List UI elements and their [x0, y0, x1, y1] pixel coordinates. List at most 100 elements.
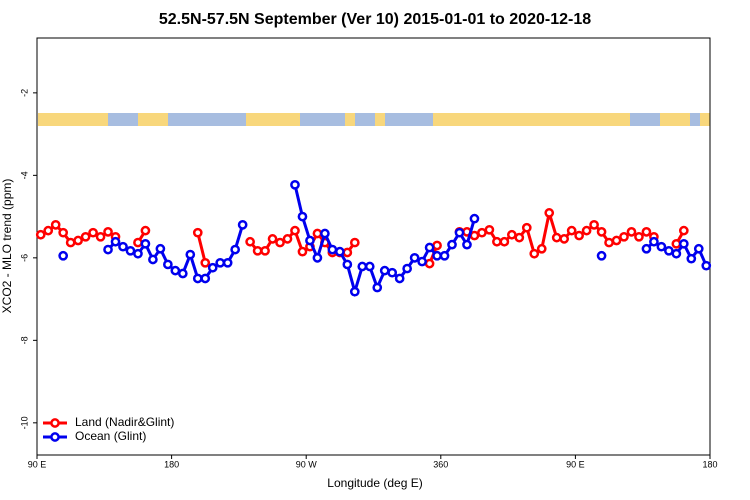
legend-label: Land (Nadir&Glint): [75, 415, 174, 429]
data-point: [611, 235, 622, 246]
data-point: [559, 234, 570, 244]
data-point: [297, 211, 308, 222]
data-point: [215, 257, 226, 268]
data-point: [664, 245, 674, 256]
data-point: [634, 231, 644, 242]
data-point: [290, 179, 300, 190]
data-point: [424, 258, 435, 269]
data-point: [50, 219, 61, 230]
data-point: [432, 240, 442, 251]
data-point: [701, 260, 712, 271]
data-point: [88, 227, 98, 238]
y-tick-label: -8: [19, 336, 29, 344]
legend-label: Ocean (Glint): [75, 429, 146, 443]
data-point: [245, 236, 255, 247]
y-tick-label: -10: [19, 416, 29, 429]
data-point: [678, 225, 689, 236]
data-point: [574, 230, 584, 241]
data-point: [686, 253, 697, 264]
data-point: [462, 239, 472, 250]
data-point: [185, 249, 196, 260]
data-point: [506, 229, 517, 240]
data-point: [155, 243, 166, 254]
data-point: [58, 227, 69, 238]
data-point: [432, 250, 442, 261]
data-point: [596, 227, 607, 237]
data-point: [335, 246, 345, 257]
legend-marker: [50, 432, 60, 442]
data-point: [207, 262, 218, 273]
data-point: [327, 244, 338, 255]
data-point: [417, 256, 427, 267]
data-point: [73, 235, 83, 246]
data-point: [469, 213, 480, 224]
data-point: [551, 232, 562, 243]
data-point: [544, 208, 555, 218]
data-point: [200, 257, 211, 268]
data-point: [103, 227, 113, 237]
data-point: [372, 282, 383, 293]
data-point: [678, 238, 689, 249]
x-tick-label: 90 W: [296, 459, 318, 469]
data-point: [641, 227, 652, 237]
data-point: [312, 252, 323, 263]
data-point: [671, 238, 682, 249]
data-point: [364, 261, 375, 272]
data-point: [140, 225, 151, 236]
y-tick-label: -2: [19, 89, 29, 97]
data-point: [170, 265, 181, 276]
data-point: [581, 225, 592, 236]
data-point: [110, 236, 121, 247]
data-point: [589, 219, 599, 230]
data-point: [43, 225, 54, 236]
x-tick-label: 180: [164, 459, 179, 469]
map-strip: [38, 113, 710, 126]
y-tick-label: -6: [19, 254, 29, 262]
x-tick-label: 90 E: [566, 459, 585, 469]
data-point: [260, 245, 270, 256]
data-point: [387, 267, 398, 278]
data-point: [133, 248, 143, 259]
x-tick-label: 180: [702, 459, 717, 469]
data-point: [604, 237, 614, 248]
data-point: [626, 227, 637, 237]
data-point: [499, 236, 510, 247]
data-point: [133, 237, 143, 248]
data-point: [163, 259, 173, 270]
data-point: [118, 241, 128, 252]
data-point: [342, 247, 353, 258]
data-point: [469, 230, 480, 241]
data-point: [237, 219, 248, 230]
data-point: [439, 250, 450, 261]
data-point: [177, 268, 188, 279]
data-point: [95, 231, 106, 242]
data-point: [409, 252, 420, 263]
x-tick-label: 360: [433, 459, 448, 469]
data-point: [596, 250, 607, 261]
data-point: [454, 227, 465, 238]
data-point: [312, 228, 323, 239]
data-point: [447, 239, 457, 250]
data-point: [222, 257, 233, 268]
plot-frame: [36, 37, 711, 456]
data-point: [641, 243, 652, 254]
x-tick-label: 90 E: [28, 459, 47, 469]
data-point: [267, 234, 278, 244]
data-point: [252, 245, 263, 256]
data-point: [566, 225, 577, 236]
data-point: [192, 227, 203, 238]
data-point: [125, 245, 136, 256]
data-point: [305, 235, 315, 246]
data-point: [275, 237, 285, 248]
data-point: [529, 248, 540, 259]
data-point: [342, 259, 353, 270]
data-point: [649, 236, 659, 247]
data-point: [349, 237, 360, 248]
data-point: [394, 273, 405, 284]
data-point: [484, 224, 495, 235]
data-point: [35, 229, 46, 240]
data-point: [492, 236, 502, 247]
data-point: [140, 238, 151, 249]
data-point: [477, 227, 487, 238]
